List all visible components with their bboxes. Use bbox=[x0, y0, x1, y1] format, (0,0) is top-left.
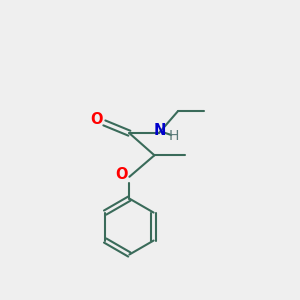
Text: N: N bbox=[153, 123, 166, 138]
Text: O: O bbox=[115, 167, 128, 182]
Text: O: O bbox=[91, 112, 103, 127]
Text: H: H bbox=[169, 129, 179, 143]
